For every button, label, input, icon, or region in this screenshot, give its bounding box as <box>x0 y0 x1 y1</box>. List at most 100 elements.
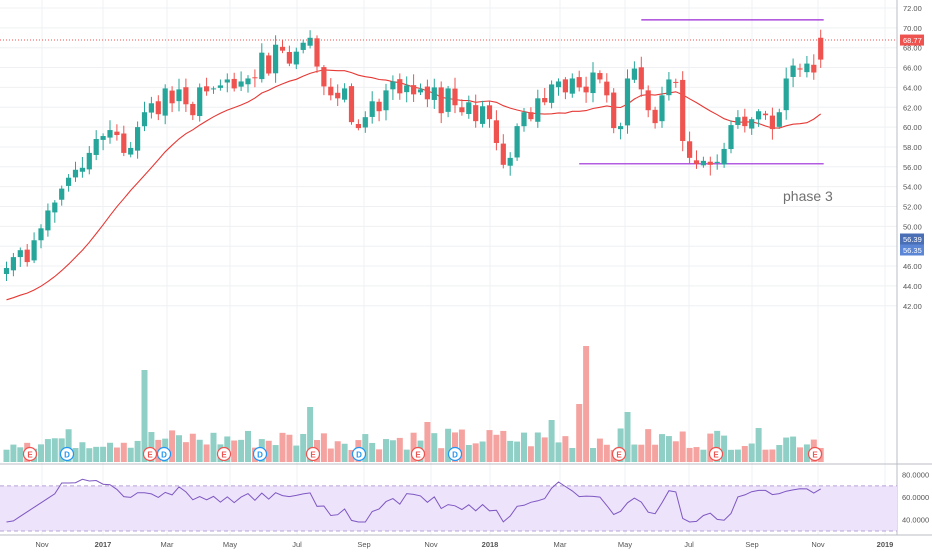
candle <box>500 134 506 169</box>
svg-text:68.77: 68.77 <box>903 36 922 45</box>
candle <box>583 76 589 103</box>
volume-bar <box>521 432 527 462</box>
price-tick-label: 42.00 <box>903 302 922 311</box>
candle <box>762 110 769 120</box>
svg-text:D: D <box>356 451 362 460</box>
candle <box>259 43 265 83</box>
volume-bar <box>334 441 341 462</box>
candle <box>438 81 444 124</box>
candle <box>217 79 223 91</box>
volume-bar <box>403 449 410 462</box>
volume-bar <box>17 447 24 462</box>
dividend-marker[interactable]: D <box>252 446 268 462</box>
volume-bar <box>100 446 107 462</box>
candle <box>176 78 182 112</box>
candle <box>466 95 472 119</box>
candle <box>721 142 727 168</box>
candle <box>562 77 568 100</box>
candle <box>728 120 734 154</box>
candle <box>790 58 796 88</box>
candle <box>93 130 99 161</box>
candle <box>390 75 396 100</box>
volume-bar <box>327 448 334 462</box>
candle <box>300 39 306 54</box>
volume-bar <box>797 447 803 462</box>
price-tick-label: 70.00 <box>903 24 922 33</box>
rsi-pane <box>0 478 897 532</box>
candle <box>742 108 748 133</box>
dividend-marker[interactable]: D <box>351 446 367 462</box>
candle <box>183 78 189 112</box>
candle <box>687 131 693 164</box>
svg-text:E: E <box>147 451 153 460</box>
earnings-marker[interactable]: E <box>142 446 158 462</box>
volume-bar <box>679 431 686 462</box>
volume-bar <box>603 444 610 462</box>
candle <box>431 78 437 109</box>
volume-bar <box>741 445 748 462</box>
time-tick-label: Nov <box>424 540 438 549</box>
candle <box>473 94 479 128</box>
volume-bar <box>79 442 86 462</box>
earnings-marker[interactable]: E <box>807 446 823 462</box>
volume-bar <box>279 432 286 462</box>
dividend-marker[interactable]: D <box>156 446 172 462</box>
volume-bar <box>762 449 769 462</box>
volume-bar <box>783 437 790 462</box>
candle <box>528 107 534 122</box>
candle <box>314 35 320 73</box>
earnings-marker[interactable]: E <box>708 446 724 462</box>
time-tick-label: 2019 <box>877 540 894 549</box>
candle <box>328 78 334 101</box>
candle <box>72 161 79 182</box>
volume-bar <box>686 447 693 462</box>
price-tick-label: 56.00 <box>903 163 922 172</box>
volume-bar <box>203 444 210 462</box>
candle <box>645 85 651 118</box>
price-tick-label: 60.00 <box>903 123 922 132</box>
svg-text:E: E <box>616 451 622 460</box>
volume-bar <box>700 449 707 462</box>
price-tick-label: 68.00 <box>903 44 922 53</box>
time-tick-label: Nov <box>35 540 49 549</box>
price-tick-label: 44.00 <box>903 282 922 291</box>
candle <box>210 86 217 94</box>
candle <box>652 106 658 129</box>
candle <box>486 101 493 128</box>
candle <box>576 70 582 92</box>
candle <box>535 89 541 128</box>
candle <box>756 109 762 127</box>
svg-text:56.39: 56.39 <box>903 235 922 244</box>
candle <box>286 45 292 67</box>
volume-bar <box>555 442 562 462</box>
volume-bar <box>465 444 472 462</box>
candle <box>618 122 624 140</box>
candle <box>452 77 458 114</box>
volume-bar <box>486 430 493 462</box>
volume-bar <box>113 447 120 462</box>
earnings-marker[interactable]: E <box>216 446 232 462</box>
level-price-tag: 56.35 <box>900 244 924 256</box>
earnings-marker[interactable]: E <box>305 446 321 462</box>
dividend-marker[interactable]: D <box>447 446 463 462</box>
candle <box>459 99 465 116</box>
volume-bar <box>272 445 279 462</box>
earnings-marker[interactable]: E <box>22 446 38 462</box>
earnings-marker[interactable]: E <box>410 446 426 462</box>
candle <box>3 261 10 281</box>
earnings-marker[interactable]: E <box>611 446 627 462</box>
volume-bar <box>245 430 251 462</box>
candle <box>148 96 154 119</box>
volume-bar <box>562 436 569 462</box>
volume-bar <box>238 439 245 462</box>
candle <box>776 108 782 129</box>
candle <box>514 123 520 161</box>
candle <box>224 73 230 93</box>
candle <box>79 157 85 178</box>
dividend-marker[interactable]: D <box>59 446 75 462</box>
time-axis: Nov 2017 Mar May Jul Sep Nov 2018 Mar May Jul Sep No… <box>35 540 893 549</box>
candle <box>680 71 686 152</box>
candle <box>293 47 299 70</box>
